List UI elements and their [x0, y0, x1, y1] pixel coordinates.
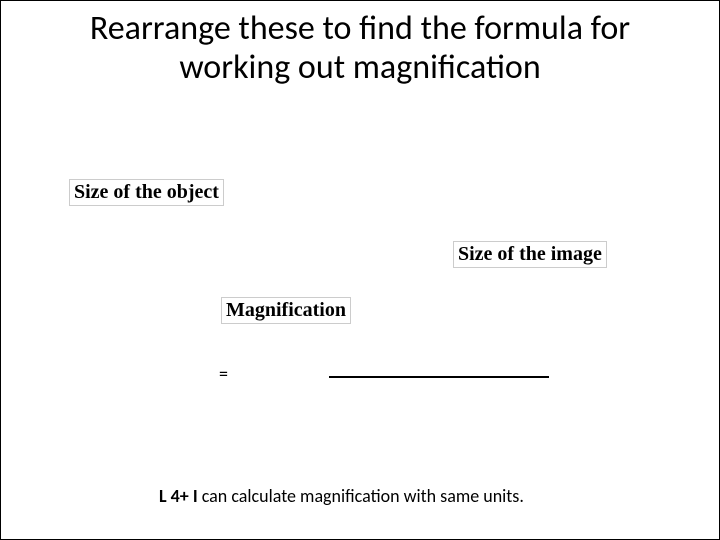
label-magnification: Magnification: [221, 297, 351, 324]
slide-title: Rearrange these to find the formula for …: [1, 9, 719, 87]
label-size-of-object: Size of the object: [69, 179, 224, 206]
footer-rest: can calculate magnification with same un…: [202, 485, 524, 507]
footer-prefix: L 4+ I: [159, 485, 202, 507]
equals-sign: =: [219, 363, 228, 385]
fraction-divider-line: [329, 376, 549, 378]
label-size-of-image: Size of the image: [453, 241, 607, 268]
footer-text: L 4+ I can calculate magnification with …: [159, 485, 524, 507]
